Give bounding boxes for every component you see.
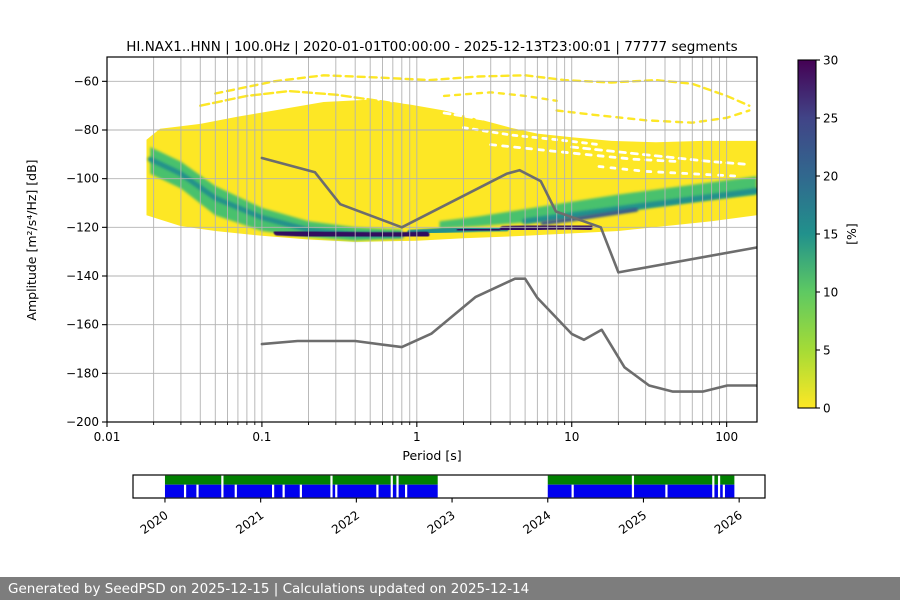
timeline-gap (396, 475, 399, 498)
timeline-gap (335, 484, 338, 498)
y-tick-labels: −200 −180 −160 −140 −120 −100 −80 −60 (66, 74, 107, 429)
timeline-gap (405, 484, 408, 498)
timeline-year-label: 2023 (425, 508, 458, 537)
timeline-gap (330, 475, 333, 498)
colorbar-tick-label: 25 (823, 112, 838, 126)
colorbar-tick-label: 5 (823, 344, 831, 358)
availability-timeline: 2020 2021 2022 2023 2024 2025 2026 (132, 474, 766, 537)
timeline-run-blue (547, 484, 735, 498)
x-axis-label: Period [s] (402, 448, 461, 463)
y-tick-label: −160 (66, 318, 99, 332)
colorbar-tick-label: 20 (823, 170, 838, 184)
y-tick-label: −120 (66, 220, 99, 234)
timeline-year-label: 2025 (616, 508, 649, 537)
colorbar: 0 5 10 15 20 25 30 (797, 54, 838, 416)
axes: 0.01 0.1 1 10 100 −200 −180 −160 −140 −120 −100 −80… (66, 56, 758, 444)
timeline-gap (571, 484, 574, 498)
y-tick-label: −100 (66, 172, 99, 186)
y-axis-label: Amplitude [m²/s⁴/Hz] [dB] (24, 159, 39, 320)
timeline-gap (665, 484, 668, 498)
colorbar-tick-label: 0 (823, 402, 831, 416)
nhnm-line (260, 156, 757, 274)
ppsd-right-green-band (439, 176, 757, 229)
y-tick-label: −140 (66, 269, 99, 283)
footer-text: Generated by SeedPSD on 2025-12-15 | Cal… (8, 580, 530, 597)
timeline-gap (196, 484, 199, 498)
timeline-gap (390, 475, 393, 498)
timeline-year-label: 2021 (233, 508, 266, 537)
y-tick-label: −180 (66, 366, 99, 380)
colorbar-gradient (798, 60, 816, 408)
colorbar-tick-label: 30 (823, 54, 838, 68)
x-tick-label: 0.01 (94, 430, 121, 444)
colorbar-label: [%] (844, 223, 859, 245)
y-tick-label: −60 (74, 74, 99, 88)
noise-model-lines (260, 156, 757, 393)
grid-lines (107, 57, 757, 422)
colorbar-tick-label: 10 (823, 286, 838, 300)
x-tick-label: 0.1 (252, 430, 271, 444)
timeline-gap (234, 484, 237, 498)
timeline-gap (712, 475, 715, 498)
x-tick-label: 100 (715, 430, 738, 444)
ppsd-chart: 0.01 0.1 1 10 100−200−180−160−140−120−100−80… (24, 39, 859, 537)
timeline-year-label: 2026 (712, 508, 745, 537)
x-tick-label: 1 (413, 430, 421, 444)
colorbar-tick-label: 15 (823, 228, 838, 242)
timeline-gap (272, 484, 275, 498)
timeline-gap (631, 475, 635, 498)
x-tick-label: 10 (564, 430, 579, 444)
nlnm-line (260, 277, 757, 393)
y-tick-label: −200 (66, 415, 99, 429)
y-tick-label: −80 (74, 123, 99, 137)
timeline-run-green (547, 475, 735, 485)
footer-bar: Generated by SeedPSD on 2025-12-15 | Cal… (0, 577, 900, 600)
plot-title: HI.NAX1..HNN | 100.0Hz | 2020-01-01T00:0… (126, 39, 737, 55)
timeline-year-label: 2020 (138, 508, 171, 537)
timeline-gap (221, 475, 224, 498)
timeline-gap (717, 475, 721, 498)
timeline-gap (376, 484, 379, 498)
timeline-gap (722, 484, 725, 498)
timeline-year-label: 2022 (329, 508, 362, 537)
timeline-gap (282, 484, 285, 498)
timeline-year-label: 2024 (520, 508, 553, 537)
x-tick-labels: 0.01 0.1 1 10 100 (94, 422, 738, 444)
timeline-run-green (164, 475, 438, 485)
timeline-gap (183, 484, 187, 498)
timeline-gap (299, 484, 302, 498)
